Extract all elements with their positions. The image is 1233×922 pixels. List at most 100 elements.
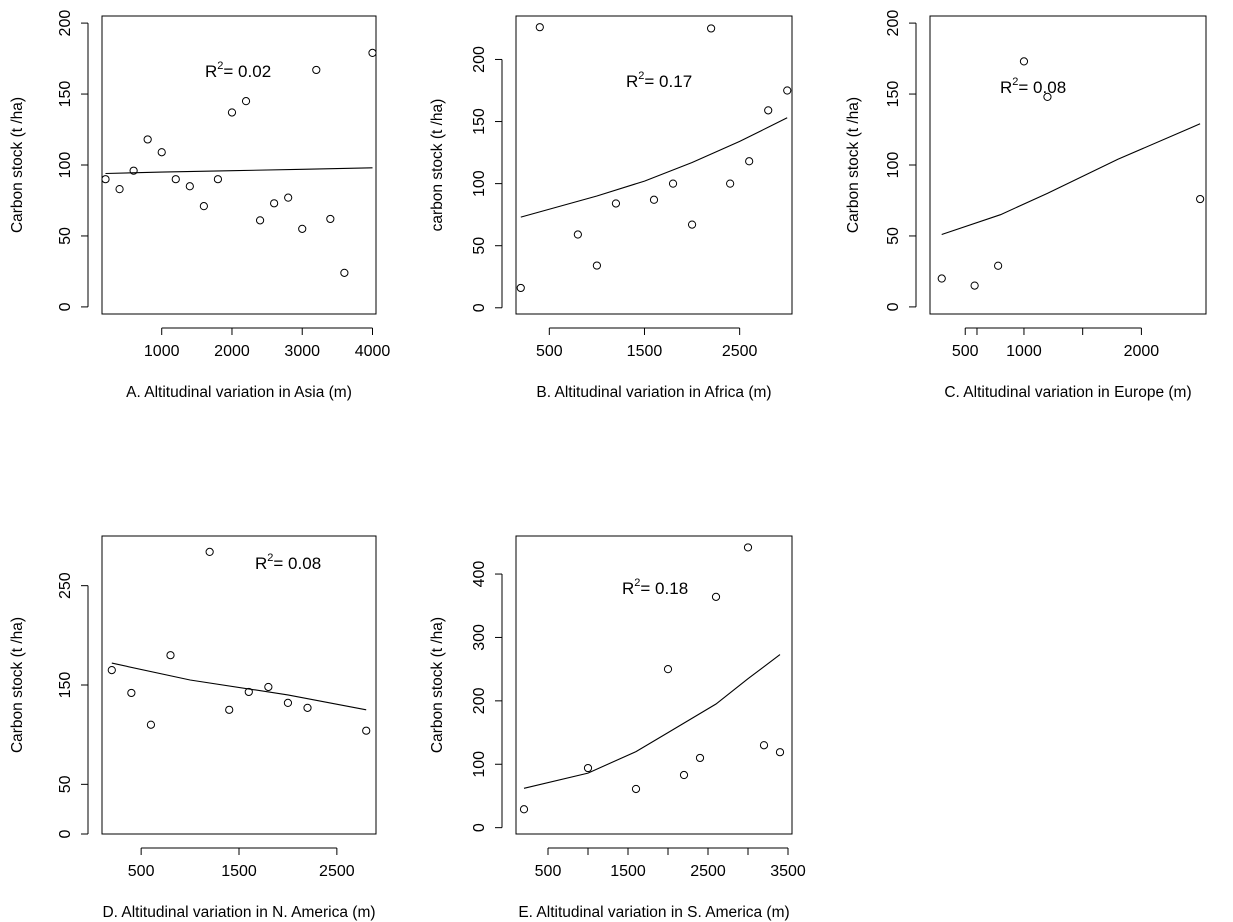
data-point: [101, 175, 110, 184]
data-point: [745, 157, 754, 166]
data-point: [227, 108, 237, 117]
x-axis-title: B. Altitudinal variation in Africa (m): [536, 384, 771, 401]
x-tick-label: 500: [536, 343, 563, 360]
fit-line: [523, 654, 781, 789]
data-point: [213, 175, 223, 184]
plot-frame: [929, 15, 1207, 315]
fit-line: [105, 167, 373, 175]
r-squared-annotation: R2= 0.08: [255, 552, 321, 573]
fit-line: [111, 662, 367, 711]
y-tick-label: 0: [57, 829, 74, 838]
data-point: [205, 547, 214, 556]
data-point: [573, 230, 582, 239]
plot-frame: [101, 535, 377, 835]
x-axis-title: A. Altitudinal variation in Asia (m): [126, 384, 352, 401]
x-axis-title: E. Altitudinal variation in S. America (…: [518, 904, 789, 921]
data-point: [166, 651, 175, 660]
data-point: [326, 214, 335, 224]
y-tick-label: 150: [885, 81, 902, 108]
x-tick-label: 2000: [1124, 343, 1160, 360]
data-point: [994, 261, 1003, 270]
x-tick-label: 3500: [770, 863, 806, 880]
r-squared-annotation: R2= 0.02: [205, 60, 271, 81]
data-point: [199, 202, 208, 211]
data-point: [970, 281, 979, 290]
data-point: [592, 261, 601, 270]
data-point: [241, 97, 251, 106]
x-tick-label: 2500: [722, 343, 758, 360]
r-squared-annotation: R2= 0.08: [1000, 76, 1066, 97]
data-point: [1196, 194, 1205, 204]
y-tick-label: 0: [471, 823, 488, 832]
y-tick-label: 150: [57, 81, 74, 108]
data-point: [775, 748, 785, 757]
data-point: [649, 195, 659, 204]
data-point: [516, 283, 525, 293]
chart-panel: 500 1000 2000 0 50 100 150 200 C. Altitudinal va…: [845, 10, 1207, 401]
plot-frame: [515, 15, 793, 315]
y-tick-label: 200: [885, 10, 902, 37]
x-tick-label: 2000: [214, 343, 250, 360]
y-tick-label: 200: [57, 10, 74, 37]
x-tick-label: 2500: [319, 863, 355, 880]
chart-panel: 500 1500 2500 3500 0 100 200 300 400 E. Altitudin…: [429, 535, 806, 921]
data-point: [1043, 92, 1052, 101]
data-point: [611, 199, 621, 208]
y-axis-title: carbon stock (t /ha): [429, 99, 446, 232]
y-tick-label: 200: [471, 687, 488, 714]
data-point: [312, 65, 321, 75]
y-tick-label: 100: [471, 751, 488, 778]
y-tick-label: 0: [885, 302, 902, 311]
data-point: [764, 106, 773, 115]
y-tick-label: 0: [57, 302, 74, 311]
data-point: [115, 185, 124, 194]
data-point: [255, 216, 265, 225]
data-point: [171, 175, 180, 184]
data-point: [711, 592, 721, 601]
y-tick-label: 50: [57, 227, 74, 245]
data-point: [264, 682, 273, 692]
data-point: [146, 720, 156, 729]
data-point: [127, 688, 136, 698]
data-point: [631, 784, 641, 794]
data-point: [283, 698, 293, 707]
chart-panel: 500 1500 2500 0 50 150 250 D. Altitudinal varia…: [9, 535, 377, 921]
x-tick-label: 1000: [144, 343, 180, 360]
r-squared-annotation: R2= 0.17: [626, 70, 692, 91]
fit-line: [941, 123, 1201, 236]
y-tick-label: 0: [471, 303, 488, 312]
y-tick-label: 50: [885, 227, 902, 245]
data-point: [937, 274, 946, 283]
data-point: [519, 805, 529, 814]
plot-frame: [515, 535, 793, 835]
y-tick-label: 200: [471, 46, 488, 73]
y-tick-label: 100: [57, 152, 74, 179]
data-point: [583, 763, 593, 773]
x-tick-label: 1500: [221, 863, 257, 880]
y-axis-title: Carbon stock (t /ha): [9, 97, 26, 233]
data-point: [157, 148, 166, 157]
data-point: [270, 199, 279, 208]
data-point: [298, 224, 307, 233]
y-axis-title: Carbon stock (t /ha): [9, 617, 26, 753]
x-tick-label: 4000: [355, 343, 391, 360]
data-point: [726, 179, 735, 188]
chart-panel: 1000 2000 3000 4000 0 50 100 150 200 A. Altitudin…: [9, 10, 390, 401]
data-point: [743, 543, 753, 552]
y-tick-label: 150: [471, 108, 488, 135]
y-tick-label: 150: [57, 672, 74, 699]
fit-line: [520, 117, 788, 218]
data-point: [303, 703, 312, 712]
data-point: [244, 687, 253, 697]
data-point: [362, 726, 371, 735]
y-tick-label: 300: [471, 624, 488, 651]
data-point: [535, 23, 544, 32]
data-point: [759, 741, 769, 750]
data-point: [284, 193, 293, 202]
data-point: [340, 268, 349, 277]
data-point: [107, 666, 116, 675]
data-point: [679, 770, 689, 780]
x-axis-title: D. Altitudinal variation in N. America (…: [102, 904, 375, 921]
y-tick-label: 50: [57, 775, 74, 793]
